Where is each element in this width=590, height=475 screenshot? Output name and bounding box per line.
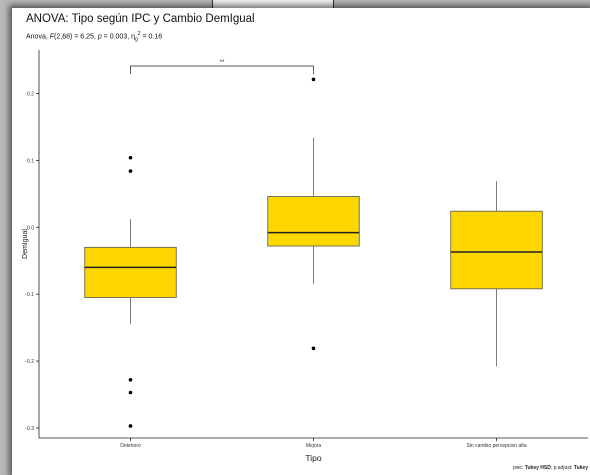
outlier-point [128, 390, 133, 395]
subtitle-p-value: = 0.003, [101, 33, 132, 41]
y-axis-title: DemIgual [22, 229, 29, 259]
subtitle-prefix: Anova, [26, 33, 50, 41]
subtitle-eta-value: = 0.16 [140, 33, 163, 41]
y-tick-label: 0.2 [27, 91, 34, 97]
outlier-point [311, 346, 316, 351]
y-tick-label: -0.1 [25, 292, 34, 298]
subtitle-p-label: p [97, 33, 102, 41]
outlier-point [128, 155, 133, 160]
chart-subtitle: Anova, F(2,68) = 6.25, p = 0.003, ηg2 = … [26, 31, 162, 43]
caption-test: Tukey HSD [524, 465, 551, 471]
significance-label: ** [220, 60, 225, 66]
caption-mid: ; p.adjust: [550, 465, 574, 471]
box-iqr [267, 196, 360, 247]
caption-adjust: Tukey [573, 465, 588, 471]
outlier-point [311, 77, 316, 82]
outlier-point [128, 378, 133, 382]
y-tick-label: 0.0 [27, 225, 34, 231]
caption-pwc: pwc: [513, 465, 525, 471]
subtitle-eta-sub: g [135, 36, 138, 43]
y-tick-label: -0.2 [25, 359, 34, 365]
y-tick-label: -0.3 [25, 426, 34, 432]
x-tick-label: Sin cambio percepcion alta [466, 443, 526, 449]
box-iqr [84, 246, 177, 298]
subtitle-stat: F [49, 33, 55, 41]
x-axis-title: Tipo [305, 453, 321, 463]
subtitle-df: (2,68) = 6.25, [54, 33, 98, 41]
chart-title: ANOVA: Tipo según IPC y Cambio DemIgual [26, 13, 255, 25]
x-tick-label: Deterioro [120, 443, 141, 449]
significance-bracket [130, 65, 314, 74]
outlier-point [128, 169, 133, 173]
chart-caption: pwc: Tukey HSD; p.adjust: Tukey [513, 465, 588, 471]
subtitle-eta: η [131, 33, 136, 41]
x-tick-label: Mejora [306, 443, 322, 449]
subtitle-eta-sup: 2 [137, 31, 141, 37]
box-iqr [450, 210, 543, 290]
outlier-point [128, 424, 133, 428]
y-tick-label: 0.1 [27, 158, 34, 164]
